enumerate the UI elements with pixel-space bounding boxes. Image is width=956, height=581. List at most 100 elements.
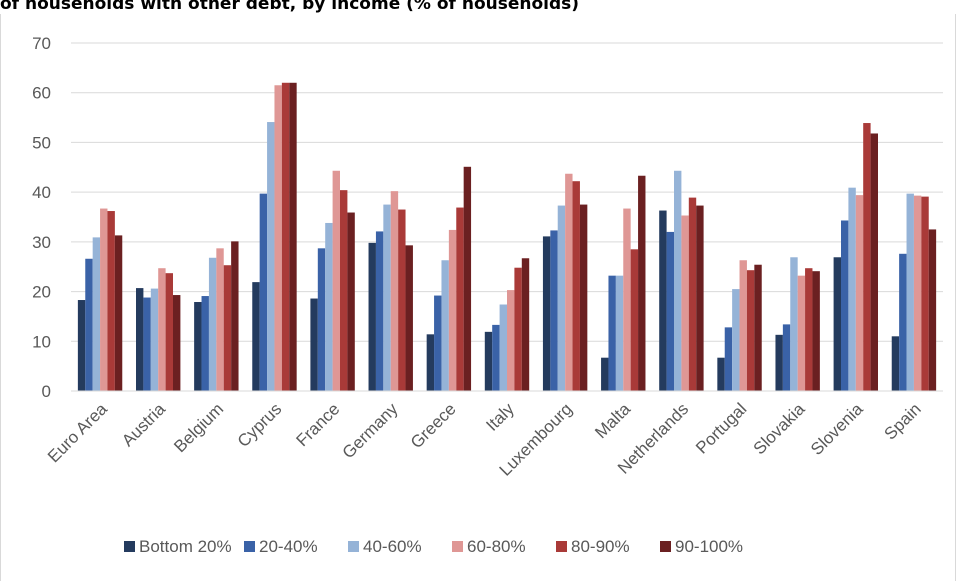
- y-tick-label: 40: [32, 183, 51, 202]
- bar-euro-area-90-100pct: [114, 235, 123, 391]
- bar-luxembourg-bottom-20pct: [542, 236, 551, 391]
- bar-portugal-80-90pct: [746, 270, 755, 391]
- x-tick-label: Euro Area: [44, 399, 111, 466]
- bar-austria-90-100pct: [173, 295, 181, 391]
- bar-portugal-bottom-20pct: [717, 357, 725, 391]
- legend-item-60-80pct: 60-80%: [452, 537, 526, 556]
- bar-germany-80-90pct: [398, 209, 406, 391]
- y-tick-label: 10: [32, 332, 51, 351]
- bar-cyprus-90-100pct: [289, 82, 297, 392]
- bar-malta-20-40pct: [608, 275, 616, 391]
- bar-slovakia-bottom-20pct: [775, 334, 783, 391]
- bar-italy-40-60pct: [499, 304, 507, 391]
- bar-cyprus-40-60pct: [267, 122, 275, 391]
- x-tick-label: Portugal: [692, 399, 750, 457]
- x-tick-label: France: [293, 399, 344, 450]
- legend-label: 90-100%: [675, 537, 743, 556]
- bar-spain-60-80pct: [913, 195, 922, 391]
- bar-germany-60-80pct: [390, 191, 399, 391]
- bar-euro-area-bottom-20pct: [77, 300, 86, 391]
- legend-label: 60-80%: [467, 537, 526, 556]
- bar-chart: 0 10 20 30 40 50 60 70 Euro Area Austria Belgium C…: [32, 34, 943, 556]
- bar-netherlands-20-40pct: [666, 231, 674, 391]
- bar-germany-40-60pct: [383, 204, 391, 391]
- bar-euro-area-80-90pct: [107, 211, 115, 391]
- bar-slovakia-20-40pct: [782, 324, 791, 391]
- bar-euro-area-60-80pct: [100, 208, 108, 391]
- y-tick-label: 60: [32, 84, 51, 103]
- bar-belgium-20-40pct: [201, 296, 209, 391]
- legend-label: 80-90%: [571, 537, 630, 556]
- bar-slovenia-60-80pct: [855, 195, 864, 391]
- bar-belgium-80-90pct: [223, 265, 232, 391]
- bar-greece-60-80pct: [448, 229, 457, 391]
- y-tick-label: 30: [32, 233, 51, 252]
- bar-france-40-60pct: [325, 222, 333, 391]
- legend-swatch: [124, 541, 135, 552]
- legend: Bottom 20% 20-40% 40-60% 60-80% 80-90% 90-100…: [124, 537, 743, 556]
- legend-label: Bottom 20%: [139, 537, 232, 556]
- x-tick-label: Greece: [407, 399, 460, 452]
- bar-luxembourg-90-100pct: [579, 204, 588, 391]
- y-tick-label: 70: [32, 34, 51, 53]
- bar-austria-20-40pct: [143, 297, 151, 391]
- bar-malta-80-90pct: [630, 249, 639, 391]
- bar-slovakia-40-60pct: [790, 257, 798, 391]
- bar-luxembourg-80-90pct: [572, 181, 580, 391]
- chart-frame: 0 10 20 30 40 50 60 70 Euro Area Austria Belgium C…: [0, 14, 956, 581]
- bar-cyprus-bottom-20pct: [252, 282, 260, 391]
- legend-swatch: [348, 541, 359, 552]
- legend-label: 40-60%: [363, 537, 422, 556]
- y-tick-label: 50: [32, 133, 51, 152]
- x-tick-label: Spain: [881, 399, 925, 443]
- x-tick-label: Austria: [118, 399, 169, 450]
- x-tick-label: Cyprus: [234, 399, 286, 451]
- bar-cyprus-60-80pct: [274, 85, 282, 391]
- x-axis: Euro Area Austria Belgium Cyprus FranceGerma…: [44, 390, 943, 480]
- bar-austria-80-90pct: [165, 273, 173, 391]
- bar-spain-bottom-20pct: [891, 336, 900, 391]
- bar-italy-60-80pct: [507, 290, 515, 391]
- x-tick-label: Malta: [591, 399, 634, 442]
- x-tick-label: Germany: [339, 399, 402, 462]
- bar-cyprus-80-90pct: [281, 82, 290, 392]
- bar-france-80-90pct: [340, 190, 348, 391]
- bar-netherlands-80-90pct: [688, 197, 697, 391]
- bar-france-20-40pct: [317, 248, 326, 391]
- bar-netherlands-60-80pct: [681, 215, 689, 391]
- bar-slovakia-90-100pct: [812, 271, 820, 391]
- legend-item-bottom-20pct: Bottom 20%: [124, 537, 232, 556]
- x-tick-label: Slovakia: [750, 399, 809, 458]
- bar-slovenia-80-90pct: [863, 123, 871, 391]
- y-axis: 0 10 20 30 40 50 60 70: [32, 34, 51, 401]
- legend-item-80-90pct: 80-90%: [556, 537, 630, 556]
- bar-italy-90-100pct: [521, 258, 530, 391]
- legend-label: 20-40%: [259, 537, 318, 556]
- bar-spain-40-60pct: [906, 193, 914, 391]
- bar-malta-40-60pct: [615, 275, 624, 391]
- chart-title: of households with other debt, by income…: [0, 0, 580, 14]
- bar-slovenia-20-40pct: [841, 220, 849, 391]
- bar-slovenia-bottom-20pct: [833, 257, 841, 391]
- bar-netherlands-40-60pct: [674, 170, 682, 391]
- bar-luxembourg-40-60pct: [557, 205, 566, 391]
- bar-euro-area-40-60pct: [92, 237, 101, 391]
- bar-greece-20-40pct: [434, 295, 442, 391]
- y-tick-label: 0: [42, 382, 51, 401]
- x-tick-label: Slovenia: [807, 399, 867, 459]
- bar-euro-area-20-40pct: [85, 258, 93, 391]
- bar-germany-90-100pct: [405, 245, 413, 391]
- bar-france-90-100pct: [347, 212, 355, 391]
- bar-luxembourg-20-40pct: [550, 230, 558, 391]
- legend-item-90-100pct: 90-100%: [660, 537, 743, 556]
- bar-malta-60-80pct: [623, 208, 631, 391]
- bar-france-60-80pct: [332, 170, 340, 391]
- x-tick-label: Italy: [482, 399, 518, 435]
- legend-item-20-40pct: 20-40%: [244, 537, 318, 556]
- bar-germany-bottom-20pct: [368, 242, 376, 391]
- bar-spain-20-40pct: [899, 253, 907, 391]
- bar-netherlands-bottom-20pct: [659, 210, 667, 391]
- bar-belgium-90-100pct: [231, 241, 239, 391]
- bar-netherlands-90-100pct: [696, 205, 704, 391]
- bar-italy-80-90pct: [514, 267, 522, 391]
